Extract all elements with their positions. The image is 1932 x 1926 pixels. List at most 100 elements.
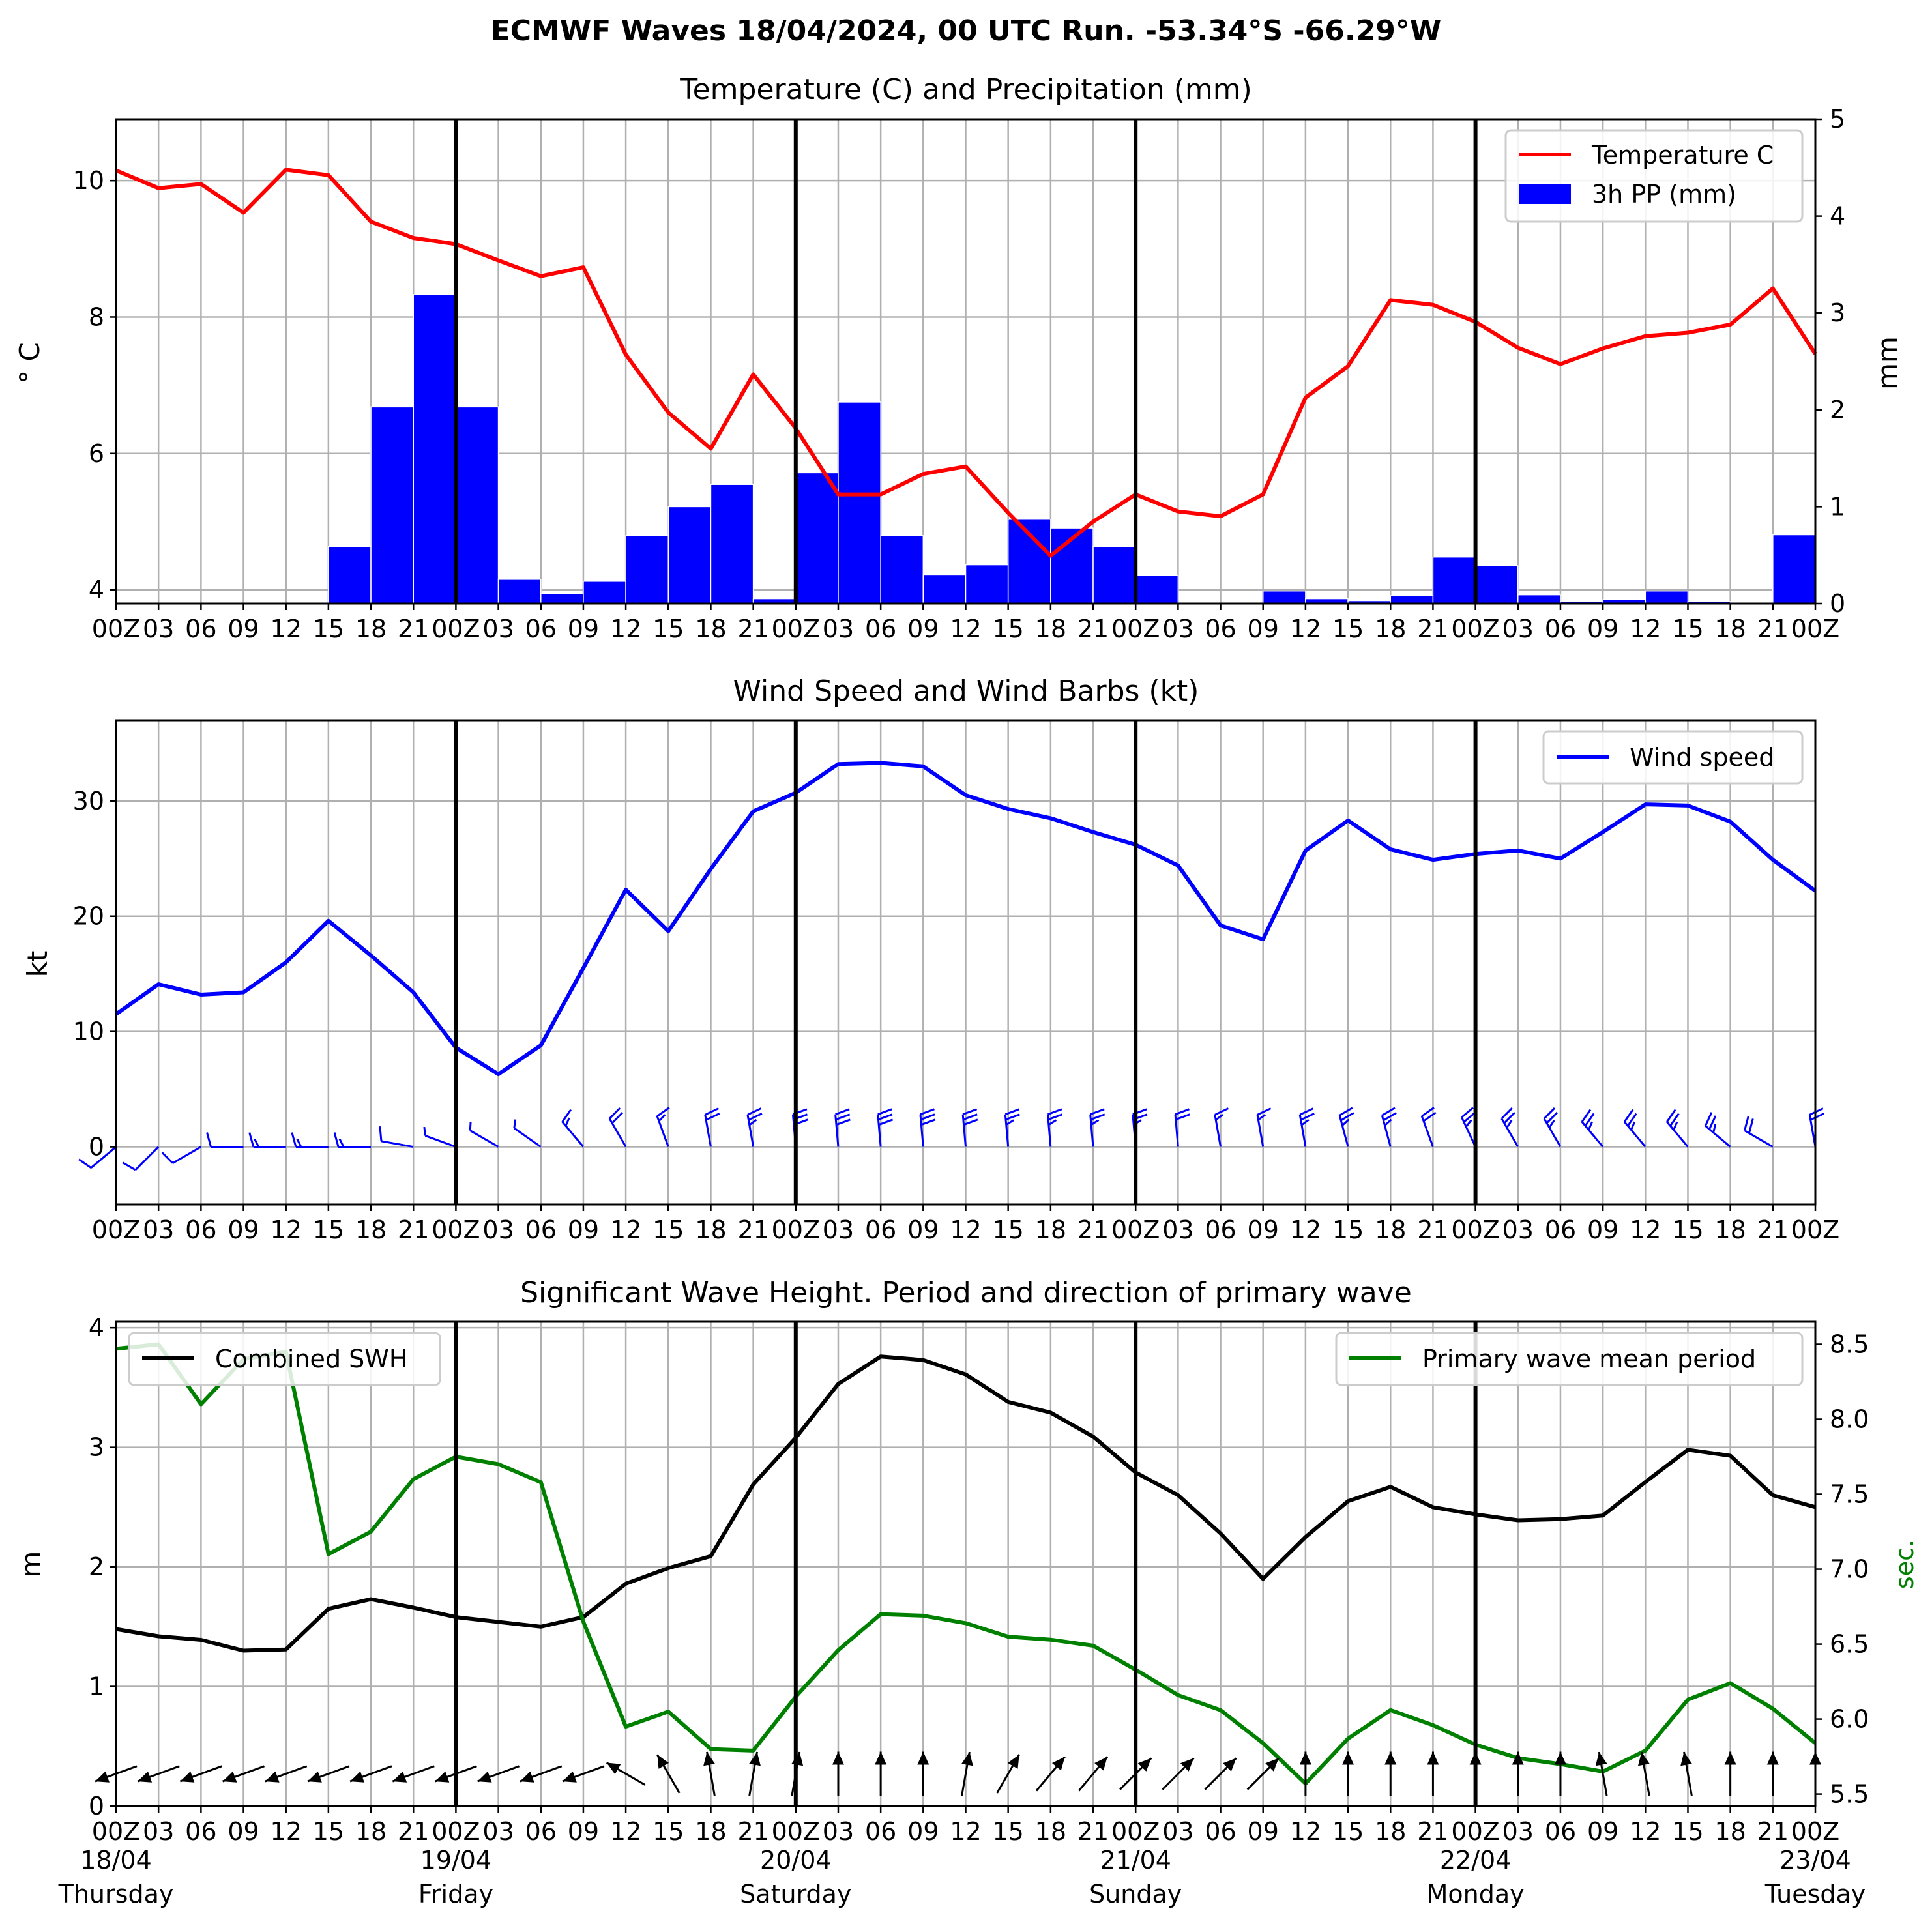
wind-barb-feather [1048,1119,1057,1126]
wind-barb-feather [877,1108,892,1116]
y-tick-label: 30 [73,787,104,815]
wind-barb [1381,1115,1392,1147]
x-tick-label: 03 [823,1216,854,1244]
wind-barb-feather [161,1152,174,1164]
legend-precip-swatch [1519,184,1571,204]
wind-barb [834,1114,840,1147]
panel1-ylabel-right: mm [1871,336,1903,390]
wave-direction-arrowhead [1342,1751,1354,1765]
precip-bar [540,593,584,604]
x-tick-label: 09 [1248,1817,1279,1846]
x-tick-label: 18 [1714,615,1746,643]
x-tick-label: 12 [1630,1817,1661,1846]
wind-barb-feather [1421,1107,1435,1117]
wind-barb-feather [1669,1113,1680,1127]
wind-barb-feather [1543,1107,1556,1120]
wind-barb-feather [962,1108,978,1116]
wind-barb-feather [1423,1111,1437,1122]
y-tick-label-right: 4 [1830,202,1845,231]
x-tick-label: 03 [1162,1817,1193,1846]
wind-barb-feather [1666,1109,1676,1123]
precip-bar [965,564,1009,604]
x-tick-label: 12 [950,1216,981,1244]
wave-direction-arrowhead [1007,1755,1019,1769]
x-tick-label: 18 [1035,1216,1066,1244]
wind-barb-feather [1299,1107,1314,1116]
wind-barb-feather [920,1113,935,1121]
x-tick-label: 00Z [1451,615,1499,643]
wind-barb [1461,1116,1476,1148]
x-tick-label: 21 [1077,1817,1109,1846]
wind-barb [1705,1125,1731,1148]
wind-barb-feather [1301,1118,1310,1126]
precip-bar [625,535,669,604]
precip-bar [413,294,457,604]
precip-bar [455,406,499,604]
x-tick-label: 21 [1417,1216,1448,1244]
wind-barb-feather [1257,1113,1266,1121]
precip-bar [497,579,542,604]
x-tick-label: 12 [950,1817,981,1846]
y-tick-label: 8 [89,302,104,331]
precip-bar [1432,556,1476,604]
x-tick-label: 03 [823,615,854,643]
x-tick-label: 21 [737,1817,768,1846]
precip-bar [328,546,372,604]
wind-barb-feather [1465,1119,1472,1128]
x-tick-label: 18 [695,1817,726,1846]
y-tick-label: 2 [89,1553,104,1581]
wind-barb-feather [836,1118,851,1126]
x-tick-label: 21 [1417,1817,1448,1846]
precip-bar [1517,594,1561,604]
precip-bar [880,535,924,604]
wave-direction-arrowhead [265,1771,280,1783]
precip-bar [838,401,881,604]
wind-barb-feather [705,1107,720,1116]
x-tick-label: 06 [865,1216,896,1244]
panel3-ylabel-right: sec. [1890,1539,1919,1589]
wave-direction-arrows [95,1751,1821,1796]
wind-barb-feather [122,1161,136,1171]
wind-barb-feather [1744,1116,1749,1131]
x-tick-label: 00Z [432,1216,480,1244]
x-tick-label: 00Z [92,615,140,643]
wind-barb [1666,1121,1689,1148]
precip-bar [583,581,626,604]
x-tick-label: 21 [398,1817,429,1846]
wind-barb-feather [1704,1112,1713,1127]
panel3-legend-swh: Combined SWH [128,1332,441,1386]
wave-direction-arrowhead [961,1751,973,1766]
figure-title: ECMWF Waves 18/04/2024, 00 UTC Run. -53.… [491,14,1442,48]
wind-barb-feather [291,1132,297,1147]
wave-direction-arrowhead [1427,1751,1439,1765]
day-name-label: Saturday [740,1880,851,1908]
x-tick-label: 03 [1502,615,1534,643]
panel1-ylabel: ° C [14,342,46,384]
wave-direction-arrowhead [1180,1758,1194,1772]
x-tick-label: 18 [695,615,726,643]
wave-direction-arrowhead [138,1771,153,1783]
precip-bar [1772,534,1816,604]
x-tick-label: 15 [1672,1216,1703,1244]
x-tick-label: 09 [227,615,259,643]
x-tick-label: 03 [482,615,514,643]
wind-barb-feather [1339,1107,1353,1116]
legend-period-label: Primary wave mean period [1422,1345,1756,1373]
wind-barb [1004,1114,1010,1147]
x-tick-label: 18 [355,1817,387,1846]
wave-direction-arrowhead [95,1771,110,1783]
x-tick-label: 15 [652,615,684,643]
x-tick-label: 12 [1290,1216,1321,1244]
y-tick-label-right: 1 [1830,492,1845,521]
wind-barb [1624,1121,1647,1148]
x-tick-label: 18 [695,1216,726,1244]
wind-barb [746,1115,755,1147]
wind-barb-feather [1300,1113,1315,1121]
wave-direction-arrowhead [180,1771,195,1783]
x-tick-label: 12 [271,1817,302,1846]
x-tick-label: 18 [355,1216,387,1244]
precip-bars [328,294,1816,604]
wind-barb-feather [1090,1119,1100,1126]
wave-direction-arrowhead [606,1762,621,1775]
wind-barb [1543,1118,1562,1148]
